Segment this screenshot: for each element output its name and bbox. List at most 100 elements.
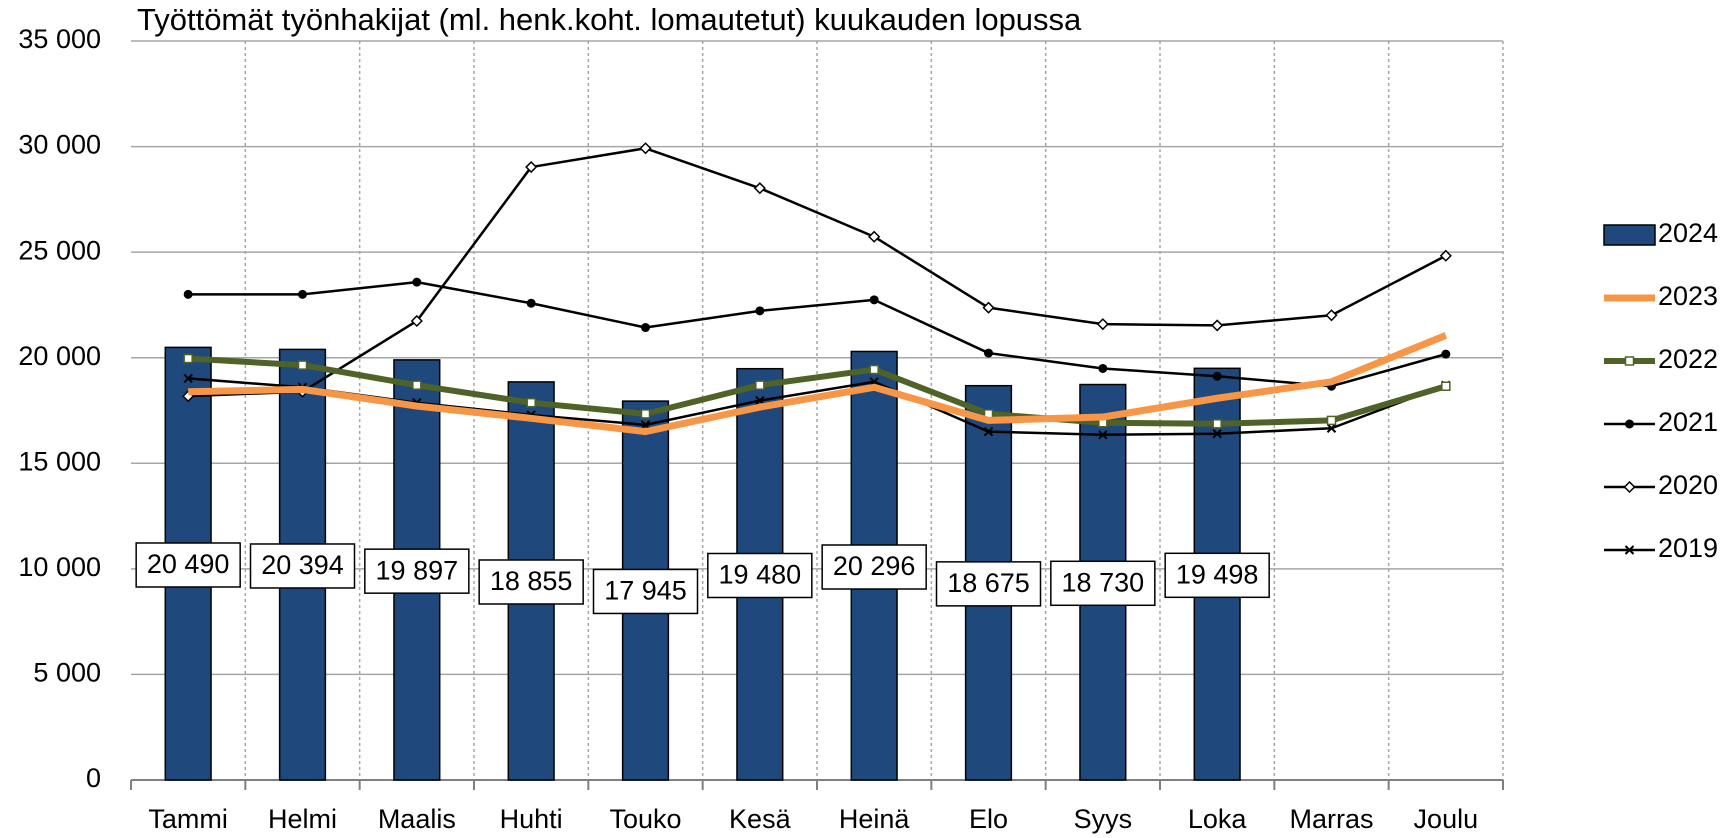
marker [183,373,193,384]
line [187,355,1447,427]
marker [183,353,193,364]
marker [983,426,994,437]
x-tick-label: Huhti [500,804,563,834]
value-label: 18 730 [1062,567,1145,597]
legend-marker [1623,480,1636,494]
line [188,332,1448,436]
value-label: 19 498 [1176,559,1259,589]
marker [1211,319,1224,332]
marker [639,142,652,155]
marker [1098,363,1108,373]
marker [868,230,881,243]
legend-label: 2020 [1658,470,1718,500]
value-label: 20 296 [833,551,916,581]
marker [755,380,765,390]
y-tick-label: 10 000 [18,552,101,582]
x-tick-label: Elo [969,804,1008,834]
series-line [188,332,1448,436]
legend-label: 2022 [1658,344,1718,374]
x-tick-label: Touko [609,804,681,834]
marker [525,160,538,174]
marker [1623,480,1636,494]
legend-label: 2019 [1658,533,1718,563]
marker [753,182,766,195]
value-label-box [364,548,470,594]
legend-label: 2021 [1658,407,1718,437]
value-label: 18 675 [947,568,1030,598]
legend-marker [1625,419,1634,429]
value-label-box [249,543,356,589]
value-label: 17 945 [604,576,687,606]
x-tick-label: Heinä [839,804,911,834]
legend-label: 2023 [1658,281,1718,311]
legend-swatch [1603,224,1656,246]
y-tick-label: 15 000 [18,446,101,476]
legend-marker [1624,356,1635,366]
marker [410,314,423,328]
marker [1096,318,1109,331]
x-tick-label: Syys [1074,804,1133,834]
y-tick-label: 5 000 [33,658,101,688]
marker [982,301,995,314]
marker [1624,356,1635,366]
marker [1212,429,1222,439]
marker [297,360,308,370]
value-label: 19 897 [376,555,459,585]
marker [1624,545,1635,555]
value-label-box [821,544,927,590]
marker [640,409,651,419]
marker [1439,249,1452,262]
value-label-box [478,559,584,605]
marker [869,295,879,305]
y-tick-label: 20 000 [18,341,101,371]
marker [412,380,422,390]
marker [1325,309,1338,322]
x-tick-label: Helmi [268,804,337,834]
value-label: 18 855 [490,566,573,596]
value-label-box [707,552,813,599]
marker [755,306,765,316]
line [188,280,1447,388]
value-label-box [1164,552,1270,599]
value-label: 20 394 [261,550,344,580]
marker [1212,419,1222,429]
marker [412,277,422,287]
series-line [183,353,1451,429]
value-label-box [592,568,699,615]
x-tick-label: Tammi [148,804,228,834]
y-tick-label: 25 000 [18,235,101,265]
x-tick-label: Joulu [1414,804,1479,834]
chart-title: Työttömät työnhakijat (ml. henk.koht. lo… [137,2,1082,37]
value-label: 20 490 [147,549,230,579]
marker [298,289,307,299]
x-tick-label: Loka [1188,804,1248,834]
line [188,147,1447,398]
value-label-box [935,561,1042,607]
marker [1441,349,1451,359]
x-tick-label: Kesä [729,804,792,834]
y-tick-label: 0 [86,763,101,793]
marker [526,298,536,308]
marker [1098,430,1108,440]
marker [1326,423,1337,433]
marker [1212,371,1222,381]
marker [183,289,193,299]
series-line [182,142,1452,403]
value-label-box [1050,560,1156,607]
marker [984,348,993,358]
legend-label: 2024 [1658,218,1718,248]
marker [1625,419,1634,429]
marker [526,397,536,408]
marker [869,364,879,375]
x-tick-label: Maalis [378,804,456,834]
x-tick-label: Marras [1289,804,1373,834]
value-label-box [135,542,241,588]
value-label: 19 480 [719,560,802,590]
y-tick-label: 30 000 [18,130,101,160]
legend-marker [1624,545,1635,555]
y-tick-label: 35 000 [18,24,101,54]
marker [1441,381,1451,391]
marker [1326,415,1337,426]
marker [641,323,650,333]
